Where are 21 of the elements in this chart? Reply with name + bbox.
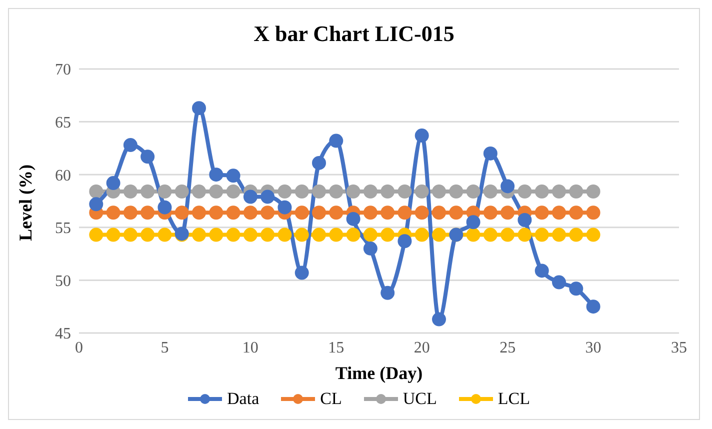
y-tick-label: 55 [55,220,71,238]
y-axis-title: Level (%) [15,164,36,241]
x-tick-label: 5 [160,339,169,356]
x-tick-label: 20 [414,339,430,356]
x-tick-label: 30 [585,339,602,356]
legend-label: LCL [498,389,530,409]
y-tick-label: 50 [55,272,71,290]
legend-label: CL [320,389,342,409]
y-tick-label: 70 [55,62,71,79]
x-axis-title: Time (Day) [335,363,423,383]
y-tick-label: 65 [55,114,71,132]
x-tick-label: 10 [242,339,258,356]
x-tick-label: 15 [328,339,344,356]
legend-label: UCL [402,389,437,409]
x-tick-label: 0 [75,339,83,356]
chart-title: X bar Chart LIC-015 [252,21,456,47]
y-tick-label: 60 [55,167,71,184]
y-tick-label: 45 [55,326,71,343]
legend-label: Data [227,389,260,409]
x-tick-label: 35 [671,339,687,356]
x-tick-label: 25 [500,339,516,356]
